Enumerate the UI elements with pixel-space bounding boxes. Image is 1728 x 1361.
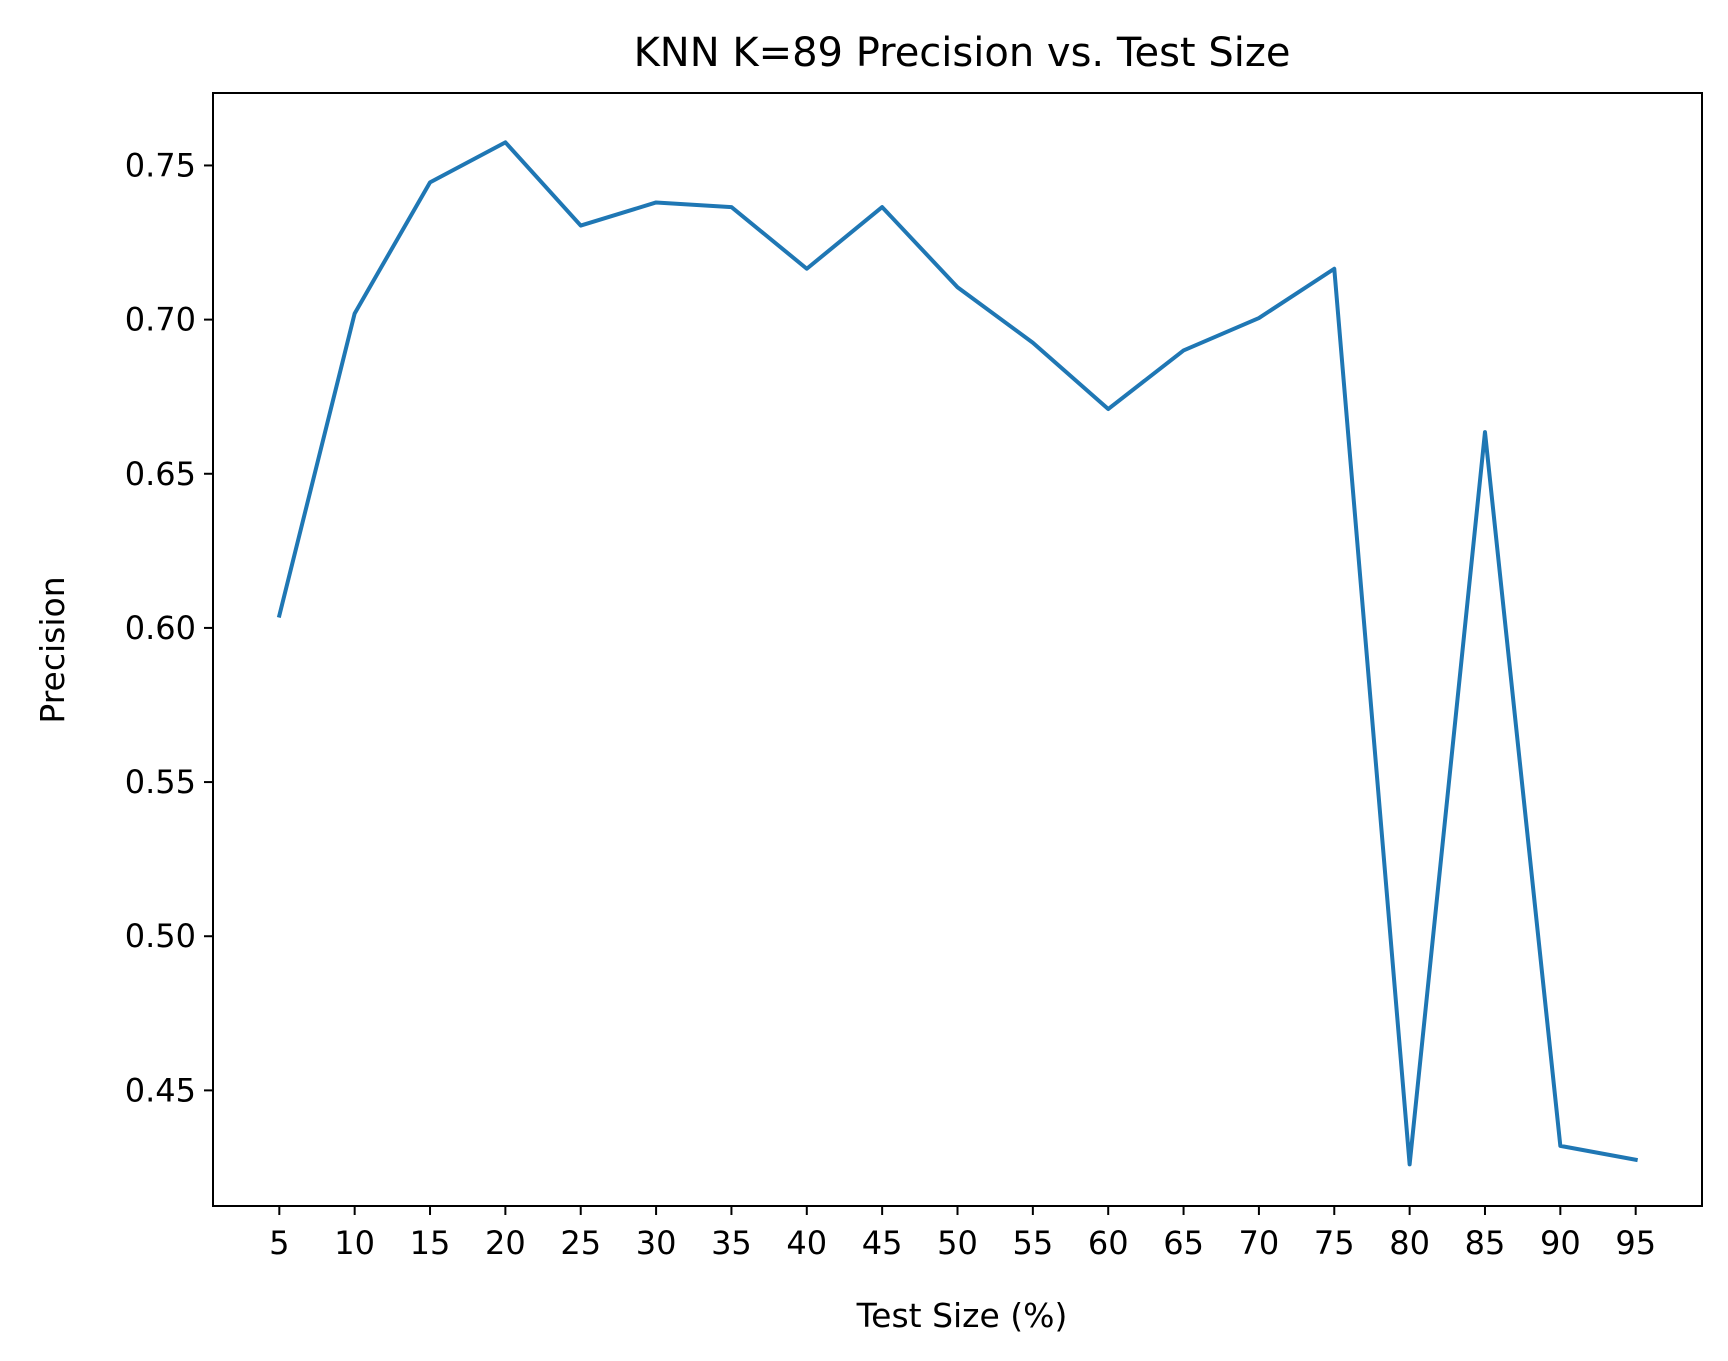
x-tick-label: 90 xyxy=(1540,1224,1581,1262)
plot-area xyxy=(276,140,1639,1167)
x-tick-label: 35 xyxy=(711,1224,752,1262)
x-tick-label: 25 xyxy=(560,1224,601,1262)
x-tick-label: 30 xyxy=(636,1224,677,1262)
y-tick-label: 0.65 xyxy=(125,455,196,493)
y-tick-label: 0.55 xyxy=(125,763,196,801)
x-tick-label: 70 xyxy=(1239,1224,1280,1262)
y-tick-label: 0.50 xyxy=(125,917,196,955)
x-tick-label: 10 xyxy=(334,1224,375,1262)
x-tick-label: 60 xyxy=(1088,1224,1129,1262)
x-tick-label: 85 xyxy=(1465,1224,1506,1262)
y-axis-label: Precision xyxy=(33,576,72,723)
chart-title: KNN K=89 Precision vs. Test Size xyxy=(634,30,1291,76)
x-tick-label: 5 xyxy=(269,1224,289,1262)
y-tick-label: 0.70 xyxy=(125,301,196,339)
x-tick-label: 45 xyxy=(862,1224,903,1262)
y-tick-label: 0.45 xyxy=(125,1071,196,1109)
x-tick-label: 55 xyxy=(1012,1224,1053,1262)
x-tick-label: 50 xyxy=(937,1224,978,1262)
x-tick-label: 20 xyxy=(485,1224,526,1262)
x-tick-label: 65 xyxy=(1163,1224,1204,1262)
x-axis-label: Test Size (%) xyxy=(856,1296,1068,1335)
x-tick-label: 40 xyxy=(786,1224,827,1262)
x-tick-label: 15 xyxy=(410,1224,451,1262)
y-tick-label: 0.75 xyxy=(125,146,196,184)
x-tick-label: 80 xyxy=(1389,1224,1430,1262)
y-tick-label: 0.60 xyxy=(125,609,196,647)
x-tick-label: 75 xyxy=(1314,1224,1355,1262)
x-tick-label: 95 xyxy=(1615,1224,1656,1262)
